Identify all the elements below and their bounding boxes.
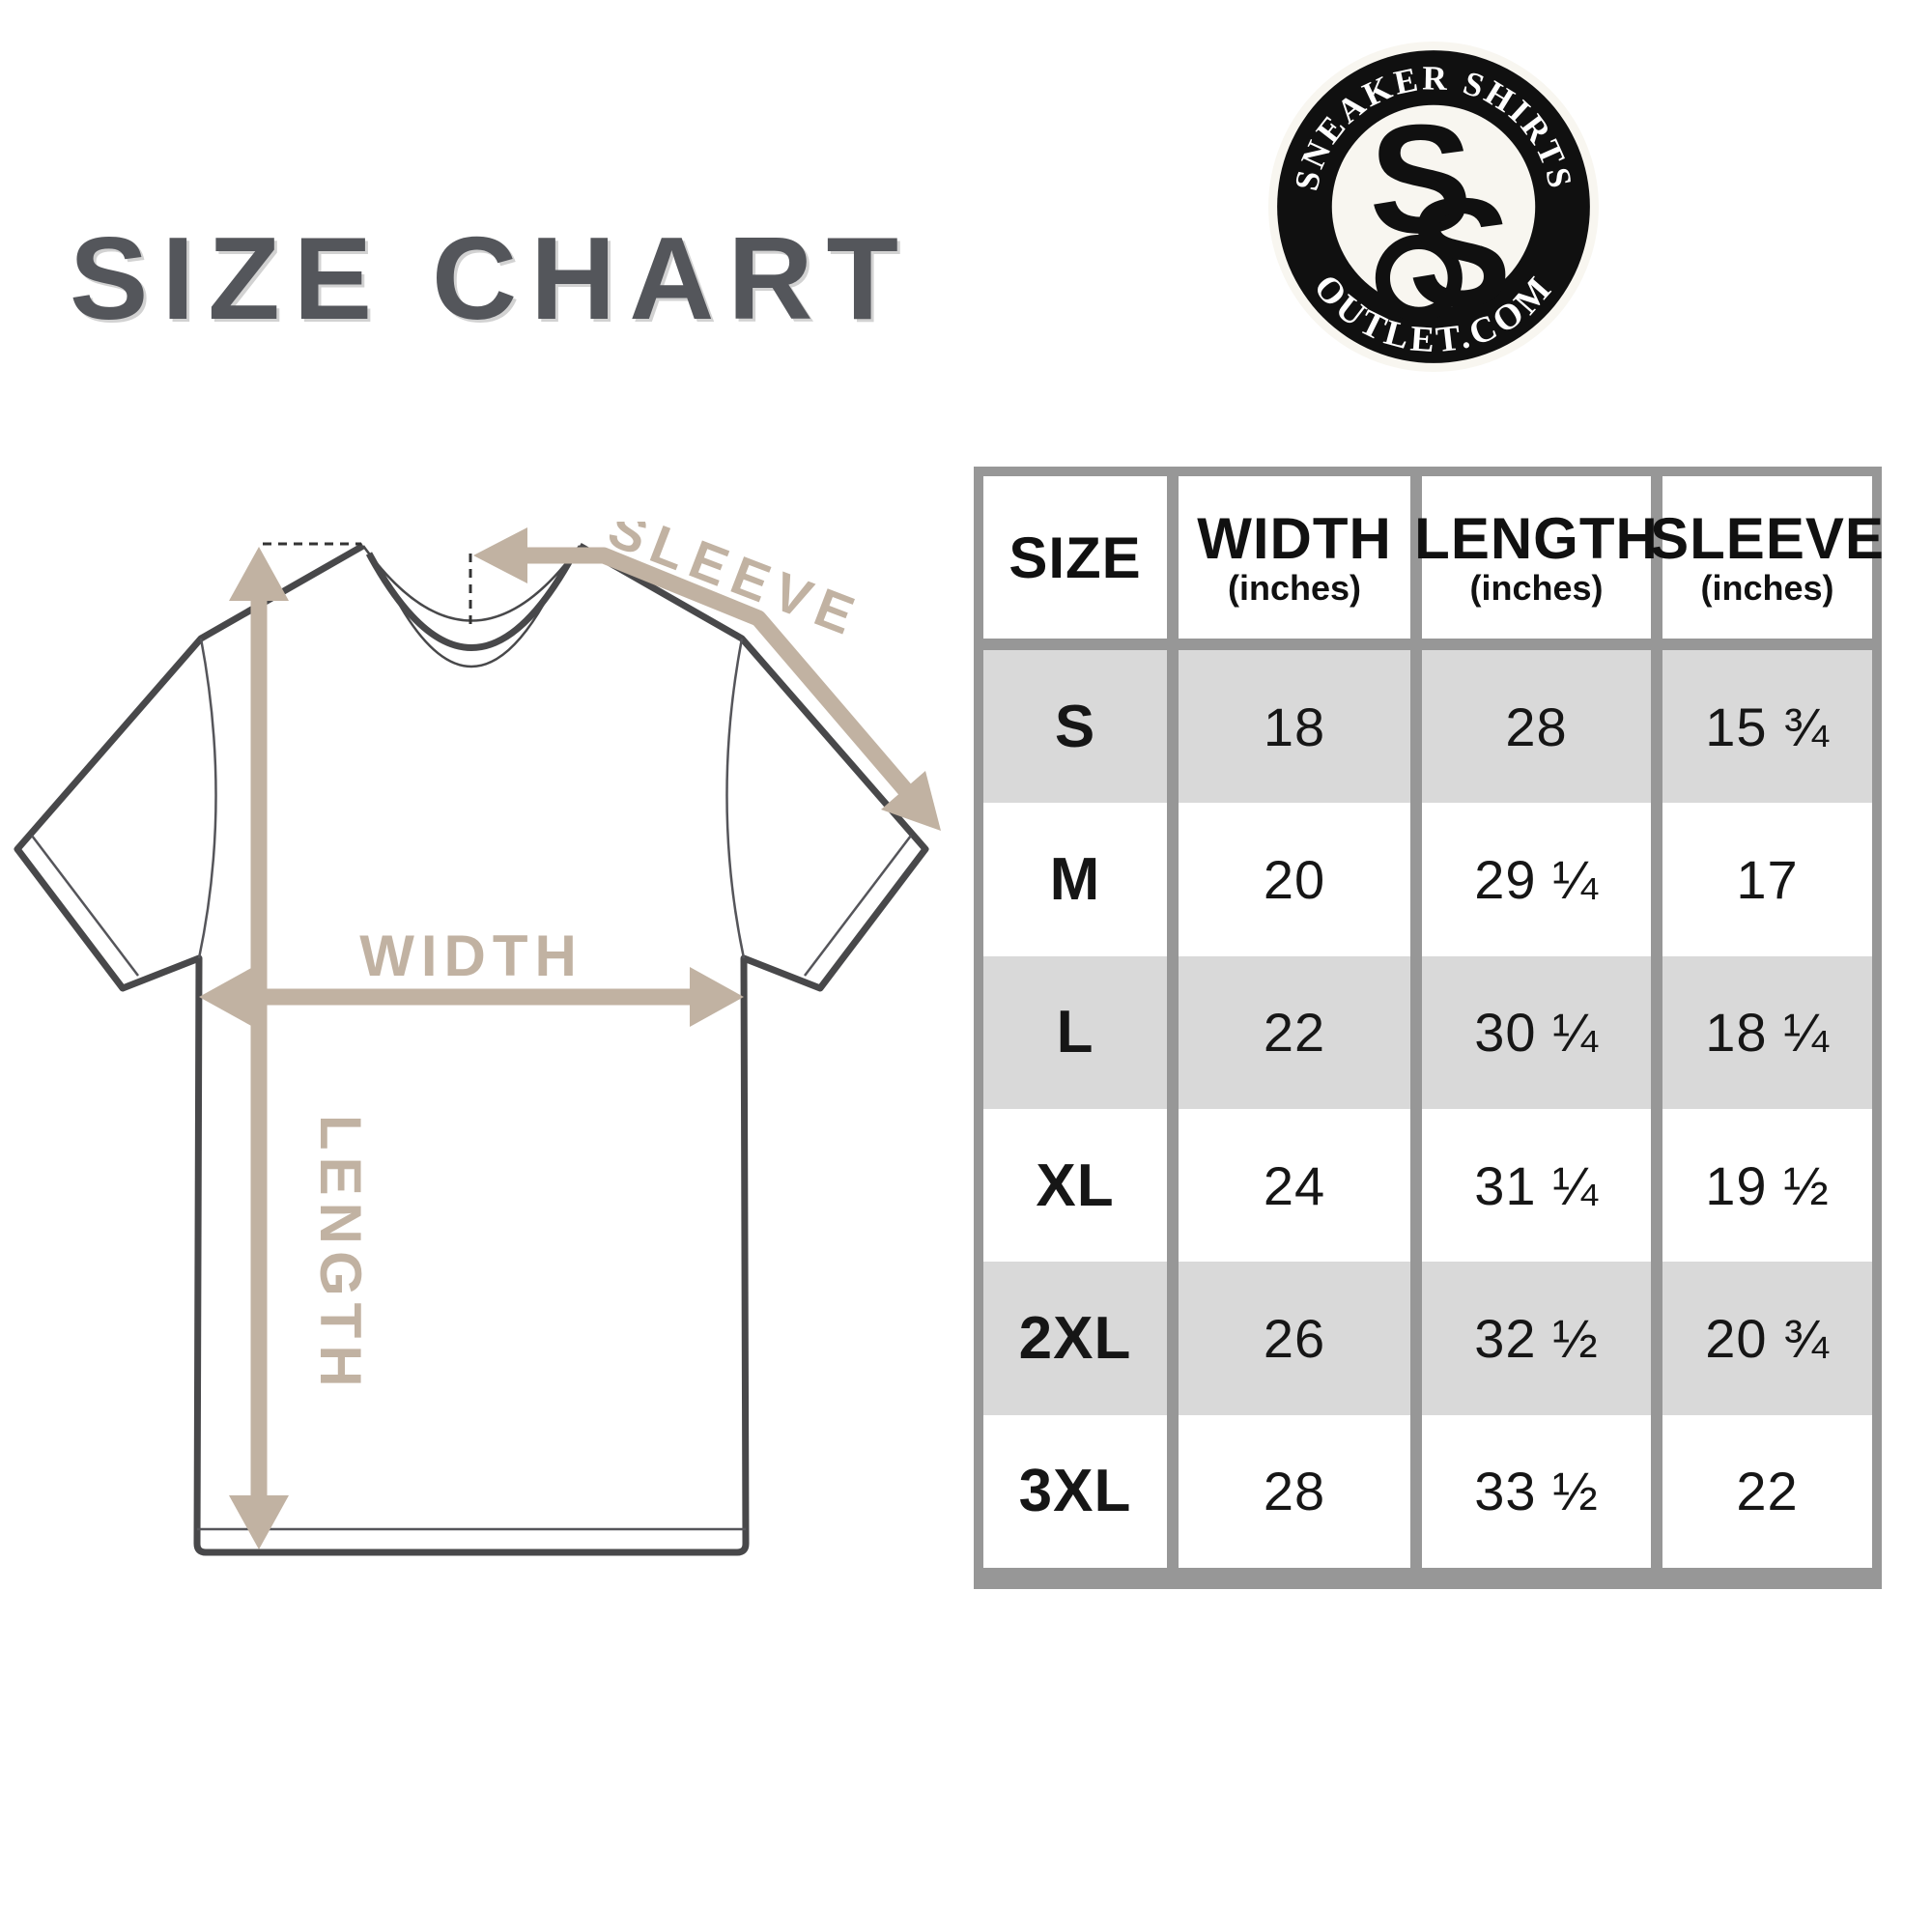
table-cell-width: 26 <box>1179 1262 1410 1415</box>
size-table-header: SIZE WIDTH (inches) LENGTH (inches) SLEE… <box>983 476 1884 639</box>
table-cell-size: 2XL <box>983 1262 1167 1415</box>
header-sleeve: SLEEVE (inches) <box>1650 476 1884 639</box>
header-length-sub: (inches) <box>1469 567 1604 608</box>
size-table: SIZE WIDTH (inches) LENGTH (inches) SLEE… <box>974 467 1884 1589</box>
tshirt-measurement-diagram: WIDTH LENGTH SLEEVE <box>14 522 941 1556</box>
monogram-o <box>1375 234 1463 322</box>
table-cell-width: 20 <box>1179 803 1410 956</box>
badge-monogram-icon: S S <box>1370 92 1512 338</box>
header-width: WIDTH (inches) <box>1179 476 1410 639</box>
header-width-sub: (inches) <box>1227 567 1362 608</box>
table-cell-sleeve: 20 ¾ <box>1662 1262 1872 1415</box>
header-length-label: LENGTH <box>1414 505 1659 571</box>
table-cell-width: 18 <box>1179 650 1410 804</box>
table-cell-size: XL <box>983 1108 1167 1263</box>
table-cell-length: 32 ½ <box>1422 1262 1651 1415</box>
collar-inner-line <box>379 567 564 668</box>
table-cell-sleeve: 22 <box>1662 1414 1872 1568</box>
table-cell-size: 3XL <box>983 1414 1167 1568</box>
table-cell-width: 22 <box>1179 955 1410 1109</box>
width-label: WIDTH <box>359 923 583 988</box>
table-cell-size: M <box>983 803 1167 956</box>
table-cell-length: 29 ¼ <box>1422 803 1651 956</box>
table-cell-sleeve: 18 ¼ <box>1662 955 1872 1109</box>
table-cell-length: 31 ¼ <box>1422 1108 1651 1263</box>
table-cell-sleeve: 19 ½ <box>1662 1108 1872 1263</box>
brand-badge-logo: SNEAKER SHIRTS OUTLET.COM S S <box>1268 42 1599 372</box>
table-cell-size: L <box>983 955 1167 1109</box>
tshirt-outline <box>14 542 929 1556</box>
header-length: LENGTH (inches) <box>1414 476 1658 639</box>
header-width-label: WIDTH <box>1197 505 1392 571</box>
cuff-band-right <box>804 835 912 977</box>
armhole-seam-left <box>197 638 217 959</box>
table-cell-sleeve: 15 ¾ <box>1662 650 1872 804</box>
table-cell-sleeve: 17 <box>1662 803 1872 956</box>
header-size: SIZE <box>983 476 1167 639</box>
table-cell-width: 28 <box>1179 1414 1410 1568</box>
table-body: S 18 28 15 ¾ M 20 29 ¼ 17 L 22 30 ¼ 18 ¼… <box>983 650 1872 1568</box>
cuff-band-left <box>31 835 139 977</box>
table-cell-length: 30 ¼ <box>1422 955 1651 1109</box>
table-cell-length: 33 ½ <box>1422 1414 1651 1568</box>
header-size-label: SIZE <box>1009 525 1142 590</box>
length-arrow <box>229 547 289 1549</box>
length-label: LENGTH <box>308 1115 373 1394</box>
table-cell-size: S <box>983 650 1167 804</box>
table-cell-width: 24 <box>1179 1108 1410 1263</box>
sleeve-arrow <box>473 527 941 831</box>
monogram-s2: S <box>1408 165 1512 338</box>
header-sleeve-label: SLEEVE <box>1650 505 1885 571</box>
width-arrow <box>199 967 744 1027</box>
table-cell-length: 28 <box>1422 650 1651 804</box>
armhole-seam-right <box>725 638 746 959</box>
page-title: SIZE CHART <box>70 213 912 344</box>
header-sleeve-sub: (inches) <box>1700 567 1834 608</box>
